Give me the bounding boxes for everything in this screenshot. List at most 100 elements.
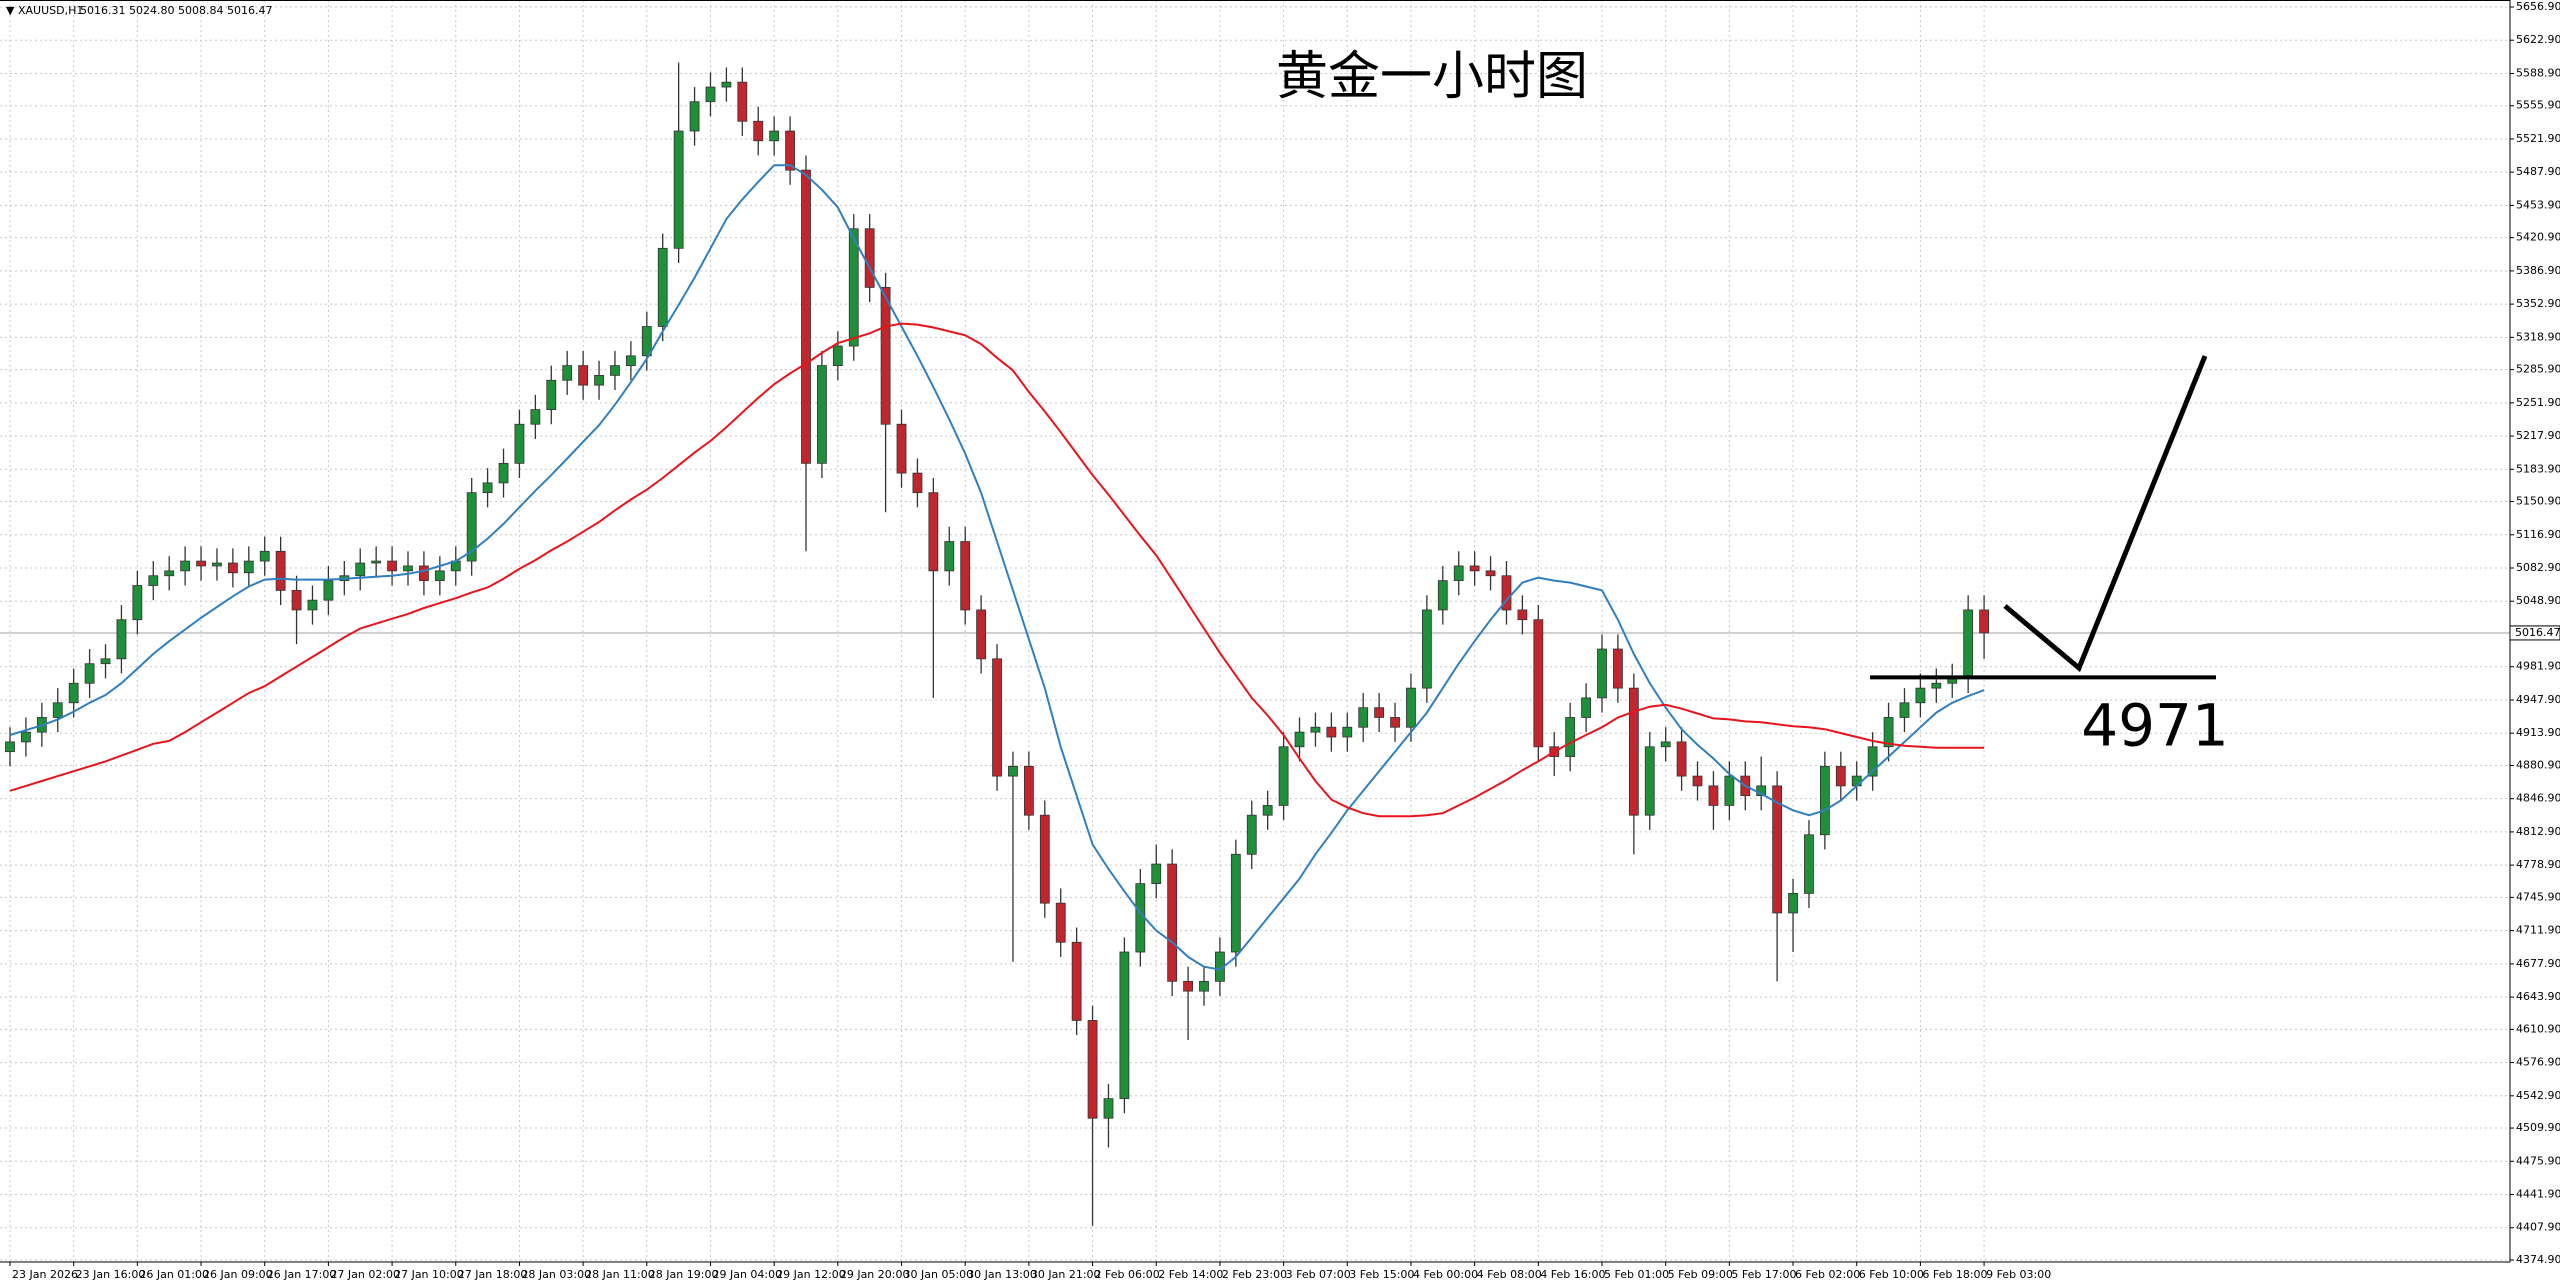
candle-body	[355, 562, 366, 577]
x-tick-label: 4 Feb 08:00	[1477, 1268, 1542, 1281]
candle-body	[1692, 775, 1703, 787]
candle-body	[466, 492, 477, 562]
candle-body	[1819, 765, 1830, 836]
candle-body	[928, 492, 939, 572]
candle-body	[196, 560, 206, 567]
candle-body	[689, 101, 700, 132]
y-tick-label: 4947.90	[2516, 693, 2560, 706]
candle-body	[498, 462, 509, 484]
x-tick-label: 26 Jan 17:00	[267, 1268, 337, 1281]
candle-body	[864, 228, 875, 288]
x-tick-label: 2 Feb 14:00	[1158, 1268, 1223, 1281]
symbol: XAUUSD,H1	[18, 4, 83, 17]
candle-body	[323, 580, 334, 601]
candle-body	[1931, 682, 1942, 689]
candle-body	[880, 287, 891, 425]
candle-body	[180, 560, 191, 572]
candle-body	[610, 365, 620, 376]
y-tick-label: 5521.90	[2516, 132, 2560, 145]
y-tick-label: 4576.90	[2516, 1056, 2560, 1069]
candle-body	[769, 130, 780, 142]
y-tick-label: 5048.90	[2516, 594, 2560, 607]
candle-body	[705, 86, 716, 103]
candle-body	[1915, 687, 1926, 704]
y-tick-label: 4711.90	[2516, 924, 2560, 937]
x-tick-label: 3 Feb 15:00	[1349, 1268, 1414, 1281]
candle-body	[100, 658, 111, 665]
y-tick-label: 5386.90	[2516, 264, 2560, 277]
y-tick-label: 5656.90	[2516, 0, 2560, 13]
candle-body	[1453, 565, 1464, 582]
candle-body	[1199, 980, 1209, 992]
x-tick-label: 27 Jan 10:00	[394, 1268, 464, 1281]
y-tick-label: 4643.90	[2516, 990, 2560, 1003]
candle-body	[562, 365, 573, 381]
y-tick-label: 4913.90	[2516, 726, 2560, 739]
candle-body	[1326, 726, 1337, 738]
y-tick-label: 5420.90	[2516, 231, 2560, 244]
candle-body	[1772, 785, 1783, 914]
x-tick-label: 5 Feb 01:00	[1604, 1268, 1669, 1281]
candle-body	[976, 609, 987, 660]
x-tick-label: 28 Jan 11:00	[585, 1268, 655, 1281]
candle-body	[1899, 702, 1910, 718]
current-price-box	[2509, 625, 2560, 641]
candle-body	[1613, 648, 1623, 689]
candle-body	[1565, 717, 1576, 757]
x-tick-label: 29 Jan 12:00	[776, 1268, 846, 1281]
candle-body	[1867, 746, 1878, 777]
candle-body	[227, 562, 238, 574]
candle-body	[1581, 697, 1591, 718]
y-tick-label: 4475.90	[2516, 1154, 2560, 1167]
candle-body	[68, 682, 79, 704]
x-tick-label: 23 Jan 2026	[12, 1268, 78, 1281]
candle-body	[434, 570, 445, 582]
candle-body	[1374, 707, 1385, 718]
candle-body	[403, 565, 413, 572]
candle-body	[1501, 575, 1512, 611]
candle-body	[801, 169, 811, 464]
y-tick-label: 4846.90	[2516, 792, 2560, 805]
y-tick-label: 4542.90	[2516, 1089, 2560, 1102]
candle-body	[944, 541, 955, 572]
y-tick-label: 5082.90	[2516, 561, 2560, 574]
candle-body	[721, 81, 732, 88]
candle-body	[657, 247, 668, 327]
x-tick-label: 23 Jan 16:00	[76, 1268, 146, 1281]
candle-body	[1835, 765, 1846, 787]
candle-body	[259, 550, 270, 562]
candle-body	[785, 130, 795, 171]
x-tick-label: 30 Jan 13:00	[967, 1268, 1037, 1281]
candle-body	[419, 565, 429, 582]
candle-body	[164, 570, 175, 577]
candle-body	[1278, 746, 1289, 806]
y-tick-label: 4407.90	[2516, 1221, 2560, 1234]
candle-body	[1421, 609, 1432, 689]
candle-body	[291, 589, 302, 611]
y-tick-label: 5487.90	[2516, 165, 2560, 178]
y-tick-label: 4441.90	[2516, 1188, 2560, 1201]
candle-body	[1087, 1020, 1098, 1119]
candle-body	[578, 365, 589, 386]
y-tick-label: 4745.90	[2516, 890, 2560, 903]
symbol-marker: ▼	[6, 4, 15, 17]
x-tick-label: 5 Feb 17:00	[1731, 1268, 1796, 1281]
candle-body	[1469, 565, 1480, 572]
candle-body	[84, 663, 95, 684]
projection-arrow	[2003, 355, 2208, 673]
candle-body	[1597, 648, 1607, 699]
chart-title: 黄金一小时图	[1276, 47, 1588, 107]
candle-body	[1708, 785, 1719, 806]
x-tick-label: 30 Jan 21:00	[1031, 1268, 1101, 1281]
candle-body	[1008, 765, 1018, 777]
y-tick-label: 5555.90	[2516, 99, 2560, 112]
x-tick-label: 26 Jan 01:00	[139, 1268, 209, 1281]
candle-body	[594, 374, 604, 386]
y-tick-label: 5453.90	[2516, 198, 2560, 211]
candle-body	[21, 731, 31, 743]
candle-body	[832, 345, 843, 367]
candle-body	[1071, 941, 1082, 1021]
